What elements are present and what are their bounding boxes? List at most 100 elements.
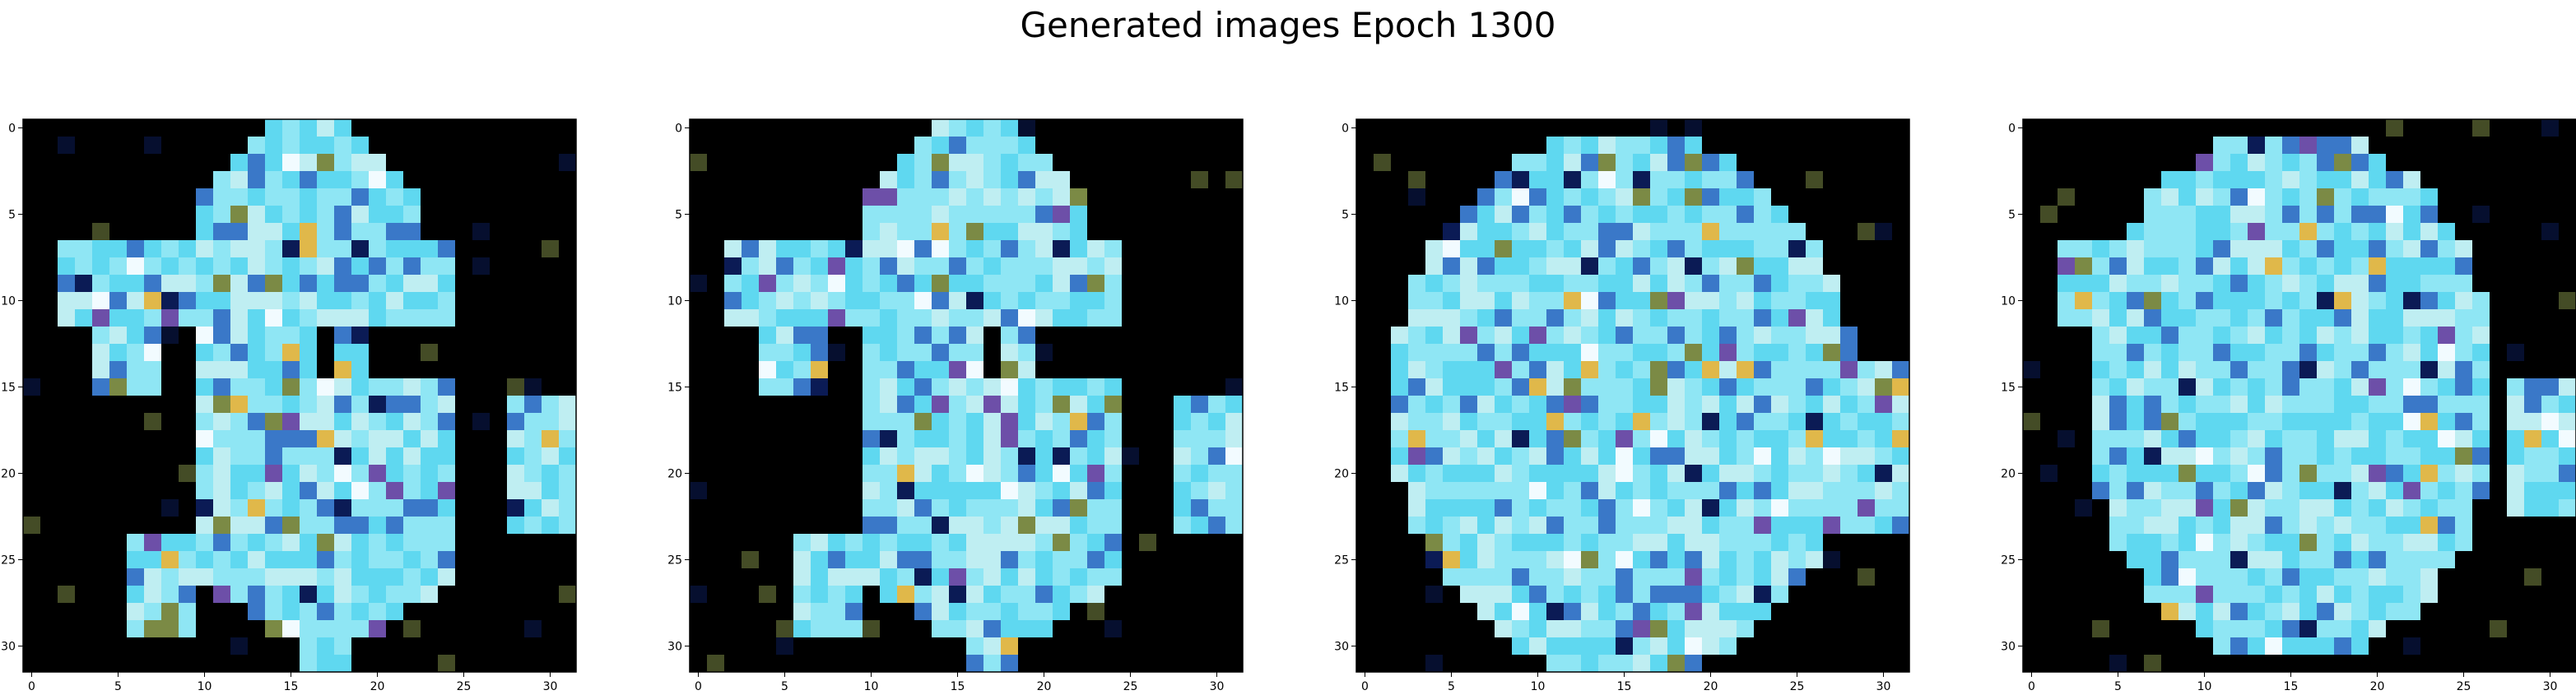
y-tick-label: 30 <box>667 641 682 654</box>
pixel <box>1633 568 1650 586</box>
pixel <box>2127 499 2144 517</box>
pixel <box>1788 568 1806 586</box>
pixel <box>1425 465 1443 482</box>
pixel <box>1035 517 1053 534</box>
pixel <box>386 257 403 275</box>
pixel <box>1408 430 1425 447</box>
pixel-grid <box>690 119 1243 672</box>
pixel <box>248 586 265 603</box>
pixel <box>507 465 524 482</box>
pixel <box>863 223 880 240</box>
pixel <box>2317 206 2334 223</box>
pixel <box>2317 154 2334 171</box>
pixel <box>2420 223 2438 240</box>
pixel <box>1564 430 1581 447</box>
pixel <box>2161 568 2178 586</box>
pixel <box>1737 465 1754 482</box>
pixel <box>949 119 966 137</box>
pixel <box>1460 257 1477 275</box>
pixel <box>2282 378 2299 396</box>
pixel <box>2213 482 2230 499</box>
pixel <box>196 517 213 534</box>
pixel <box>1685 447 1702 465</box>
pixel <box>2282 275 2299 292</box>
pixel <box>2109 257 2127 275</box>
pixel <box>966 517 983 534</box>
pixel <box>1840 396 1858 413</box>
pixel <box>983 603 1001 620</box>
pixel <box>1616 292 1633 309</box>
pixel <box>524 396 542 413</box>
pixel <box>1087 499 1104 517</box>
x-tick-label: 5 <box>1448 680 1455 693</box>
pixel <box>2058 292 2075 309</box>
pixel <box>1087 292 1104 309</box>
pixel <box>317 119 334 137</box>
pixel <box>897 240 914 257</box>
pixel <box>1512 517 1529 534</box>
pixel <box>1650 257 1667 275</box>
pixel <box>1460 586 1477 603</box>
pixel <box>2282 586 2299 603</box>
pixel <box>265 517 282 534</box>
pixel <box>2144 292 2161 309</box>
pixel <box>880 344 897 361</box>
pixel <box>2282 344 2299 361</box>
pixel <box>213 482 230 499</box>
pixel <box>1719 292 1737 309</box>
pixel <box>2196 586 2213 603</box>
pixel <box>127 344 144 361</box>
pixel <box>1443 499 1460 517</box>
pixel <box>1529 154 1546 171</box>
pixel <box>793 240 811 257</box>
pixel <box>1391 465 1408 482</box>
pixel <box>248 223 265 240</box>
pixel <box>932 465 949 482</box>
pixel <box>2299 551 2317 568</box>
pixel <box>2524 413 2541 430</box>
pixel <box>2438 240 2455 257</box>
pixel <box>1685 430 1702 447</box>
pixel <box>300 119 317 137</box>
pixel <box>1633 637 1650 655</box>
pixel <box>1771 378 1788 396</box>
pixel <box>248 361 265 378</box>
pixel <box>1806 327 1823 344</box>
pixel <box>300 188 317 206</box>
pixel <box>1633 465 1650 482</box>
pixel <box>351 309 369 327</box>
pixel <box>949 482 966 499</box>
pixel <box>1546 430 1564 447</box>
pixel <box>265 603 282 620</box>
pixel <box>1892 361 1909 378</box>
pixel <box>2420 344 2438 361</box>
x-tick-label: 20 <box>370 680 385 693</box>
pixel <box>1512 482 1529 499</box>
pixel <box>2403 292 2420 309</box>
pixel <box>2317 309 2334 327</box>
pixel <box>300 327 317 344</box>
pixel <box>1001 534 1018 551</box>
pixel <box>334 188 351 206</box>
pixel <box>2144 655 2161 672</box>
pixel <box>472 257 490 275</box>
pixel <box>1443 465 1460 482</box>
pixel <box>1035 430 1053 447</box>
pixel <box>438 257 455 275</box>
pixel <box>1737 206 1754 223</box>
pixel <box>2282 206 2299 223</box>
pixel <box>1685 517 1702 534</box>
pixel <box>966 482 983 499</box>
pixel <box>793 586 811 603</box>
pixel <box>1546 292 1564 309</box>
pixel <box>1512 396 1529 413</box>
pixel <box>403 465 421 482</box>
pixel <box>317 637 334 655</box>
pixel <box>983 586 1001 603</box>
pixel <box>983 655 1001 672</box>
pixel <box>914 223 932 240</box>
pixel <box>966 154 983 171</box>
pixel <box>351 137 369 154</box>
pixel <box>1598 534 1616 551</box>
pixel <box>828 292 845 309</box>
